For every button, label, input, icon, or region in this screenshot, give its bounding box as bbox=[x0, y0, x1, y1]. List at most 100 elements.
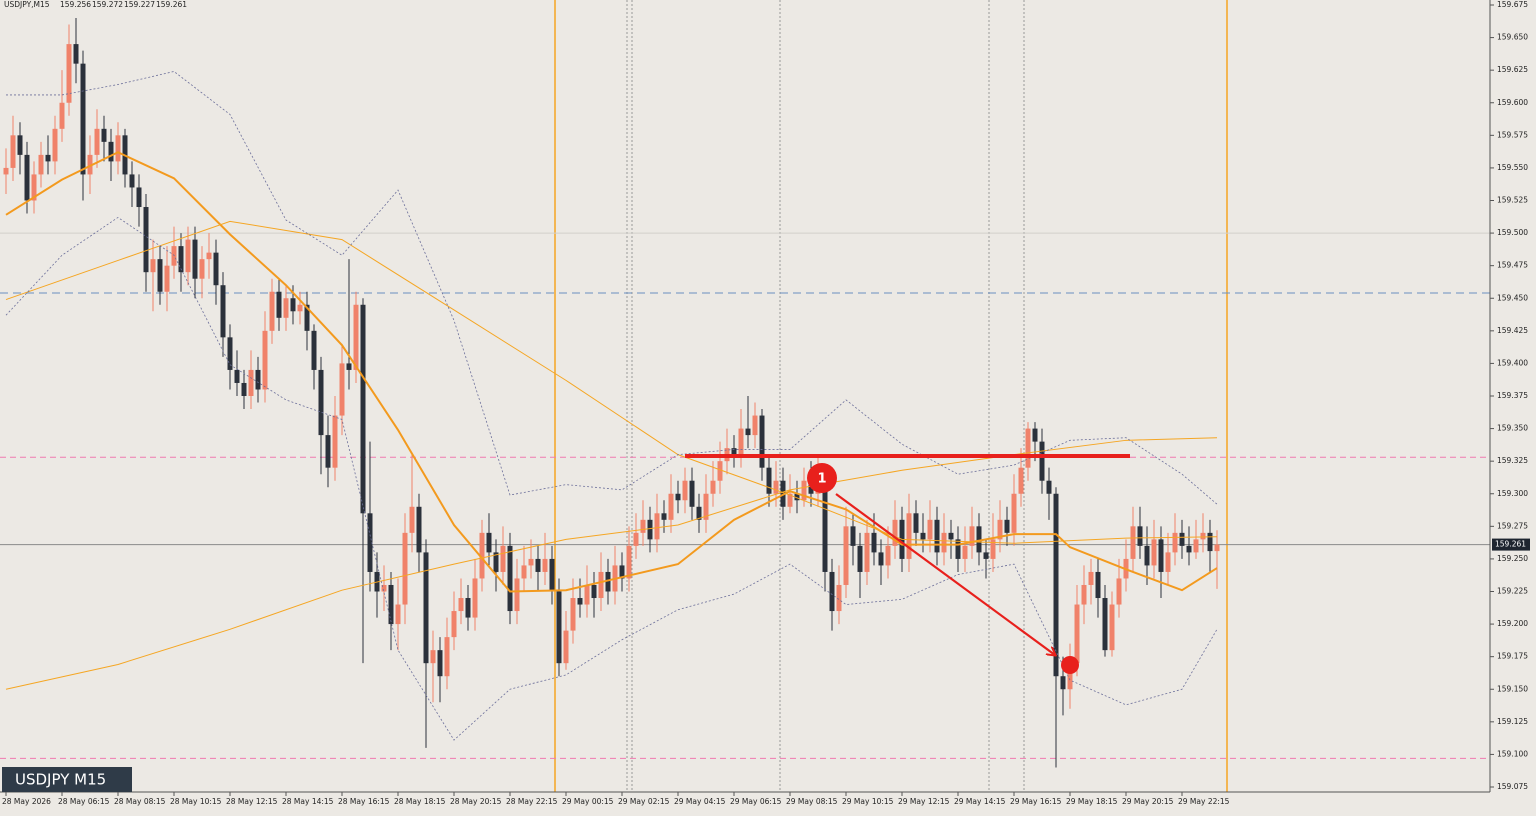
candle-body bbox=[17, 135, 23, 155]
last-price: 159.261 bbox=[1495, 540, 1526, 549]
candle-body bbox=[1025, 428, 1031, 468]
header-low: 159.227 bbox=[124, 0, 155, 9]
time-axis-bg bbox=[0, 792, 1536, 816]
x-tick-label: 29 May 18:15 bbox=[1066, 797, 1118, 806]
candle-body bbox=[528, 558, 534, 566]
candle-body bbox=[234, 369, 240, 383]
marker-circle bbox=[807, 463, 837, 493]
candle-body bbox=[626, 545, 632, 579]
candle-body bbox=[178, 246, 184, 273]
candle-body bbox=[696, 506, 702, 520]
candle-body bbox=[1151, 539, 1157, 566]
x-tick-label: 28 May 12:15 bbox=[226, 797, 278, 806]
chart-label: USDJPY M15 bbox=[15, 771, 106, 789]
candle-body bbox=[360, 304, 366, 514]
candle-body bbox=[598, 571, 604, 599]
candle-body bbox=[675, 493, 681, 501]
candle-body bbox=[535, 558, 541, 572]
candle-body bbox=[542, 558, 548, 572]
candle-body bbox=[255, 369, 261, 390]
candle-body bbox=[339, 363, 345, 416]
candle-body bbox=[24, 154, 30, 201]
candle-body bbox=[934, 519, 940, 553]
candle-body bbox=[1109, 604, 1115, 651]
y-tick-label: 159.350 bbox=[1497, 424, 1528, 433]
candle-body bbox=[465, 598, 471, 618]
y-tick-label: 159.475 bbox=[1497, 261, 1528, 270]
candle-body bbox=[1102, 598, 1108, 651]
candle-body bbox=[1116, 578, 1122, 605]
candle-body bbox=[227, 337, 233, 370]
candle-body bbox=[689, 480, 695, 507]
candle-body bbox=[864, 532, 870, 572]
price-axis-bg bbox=[1490, 0, 1536, 816]
candle-body bbox=[619, 565, 625, 579]
candle-body bbox=[570, 598, 576, 631]
candle-body bbox=[577, 598, 583, 605]
x-tick-label: 28 May 22:15 bbox=[506, 797, 558, 806]
candle-body bbox=[1046, 480, 1052, 494]
x-tick-label: 28 May 10:15 bbox=[170, 797, 222, 806]
candle-body bbox=[1088, 571, 1094, 585]
x-tick-label: 28 May 16:15 bbox=[338, 797, 390, 806]
candle-body bbox=[514, 578, 520, 612]
candle-body bbox=[87, 154, 93, 175]
candle-body bbox=[885, 545, 891, 566]
candle-body bbox=[647, 519, 653, 540]
y-tick-label: 159.600 bbox=[1497, 98, 1528, 107]
candle-body bbox=[766, 467, 772, 494]
candle-body bbox=[108, 141, 114, 162]
candle-body bbox=[1004, 519, 1010, 533]
candle-body bbox=[409, 506, 415, 533]
y-tick-label: 159.225 bbox=[1497, 587, 1528, 596]
header-high: 159.272 bbox=[92, 0, 123, 9]
candle-body bbox=[955, 539, 961, 559]
candle-body bbox=[661, 513, 667, 520]
candle-body bbox=[1130, 526, 1136, 559]
candle-body bbox=[997, 519, 1003, 540]
x-tick-label: 29 May 14:15 bbox=[954, 797, 1006, 806]
candle-body bbox=[332, 415, 338, 468]
candle-body bbox=[521, 565, 527, 579]
candle-body bbox=[437, 650, 443, 677]
candle-body bbox=[143, 207, 149, 273]
candle-body bbox=[1011, 493, 1017, 533]
candle-body bbox=[1186, 545, 1192, 553]
y-tick-label: 159.575 bbox=[1497, 130, 1528, 139]
y-tick-label: 159.425 bbox=[1497, 326, 1528, 335]
y-tick-label: 159.525 bbox=[1497, 196, 1528, 205]
candle-body bbox=[353, 304, 359, 370]
candle-body bbox=[829, 571, 835, 612]
candle-body bbox=[381, 584, 387, 592]
candle-body bbox=[269, 291, 275, 331]
candle-body bbox=[1200, 532, 1206, 540]
candle-body bbox=[871, 532, 877, 553]
label-box bbox=[2, 767, 132, 792]
y-tick-label: 159.625 bbox=[1497, 65, 1528, 74]
y-tick-label: 159.675 bbox=[1497, 0, 1528, 9]
candle-body bbox=[283, 298, 289, 318]
candle-body bbox=[850, 526, 856, 546]
candle-body bbox=[66, 44, 72, 103]
candle-body bbox=[150, 259, 156, 273]
candle-body bbox=[262, 330, 268, 390]
candle-body bbox=[3, 167, 9, 175]
candle-body bbox=[52, 128, 58, 162]
candle-body bbox=[605, 571, 611, 592]
y-tick-label: 159.325 bbox=[1497, 456, 1528, 465]
candle-body bbox=[1214, 544, 1220, 552]
candle-body bbox=[1053, 493, 1059, 677]
candle-body bbox=[731, 448, 737, 455]
candle-body bbox=[878, 552, 884, 566]
candle-body bbox=[367, 513, 373, 572]
candle-body bbox=[1172, 532, 1178, 553]
y-tick-label: 159.650 bbox=[1497, 33, 1528, 42]
annotation: 1 bbox=[817, 472, 826, 487]
candle-body bbox=[913, 513, 919, 533]
candle-body bbox=[556, 591, 562, 664]
indicator-line bbox=[5, 216, 1218, 741]
indicator-line bbox=[5, 151, 1218, 593]
candle-body bbox=[843, 526, 849, 585]
candle-body bbox=[59, 102, 65, 129]
candle-body bbox=[787, 493, 793, 507]
